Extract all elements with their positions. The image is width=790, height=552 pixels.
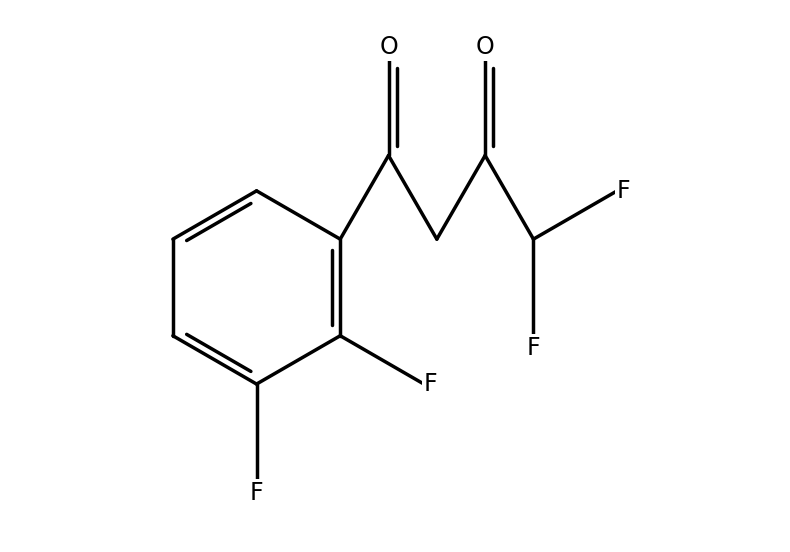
- Text: O: O: [476, 35, 495, 59]
- Text: F: F: [424, 372, 438, 396]
- Text: F: F: [617, 179, 630, 203]
- Text: F: F: [250, 481, 263, 505]
- Text: O: O: [379, 35, 398, 59]
- Text: F: F: [527, 336, 540, 360]
